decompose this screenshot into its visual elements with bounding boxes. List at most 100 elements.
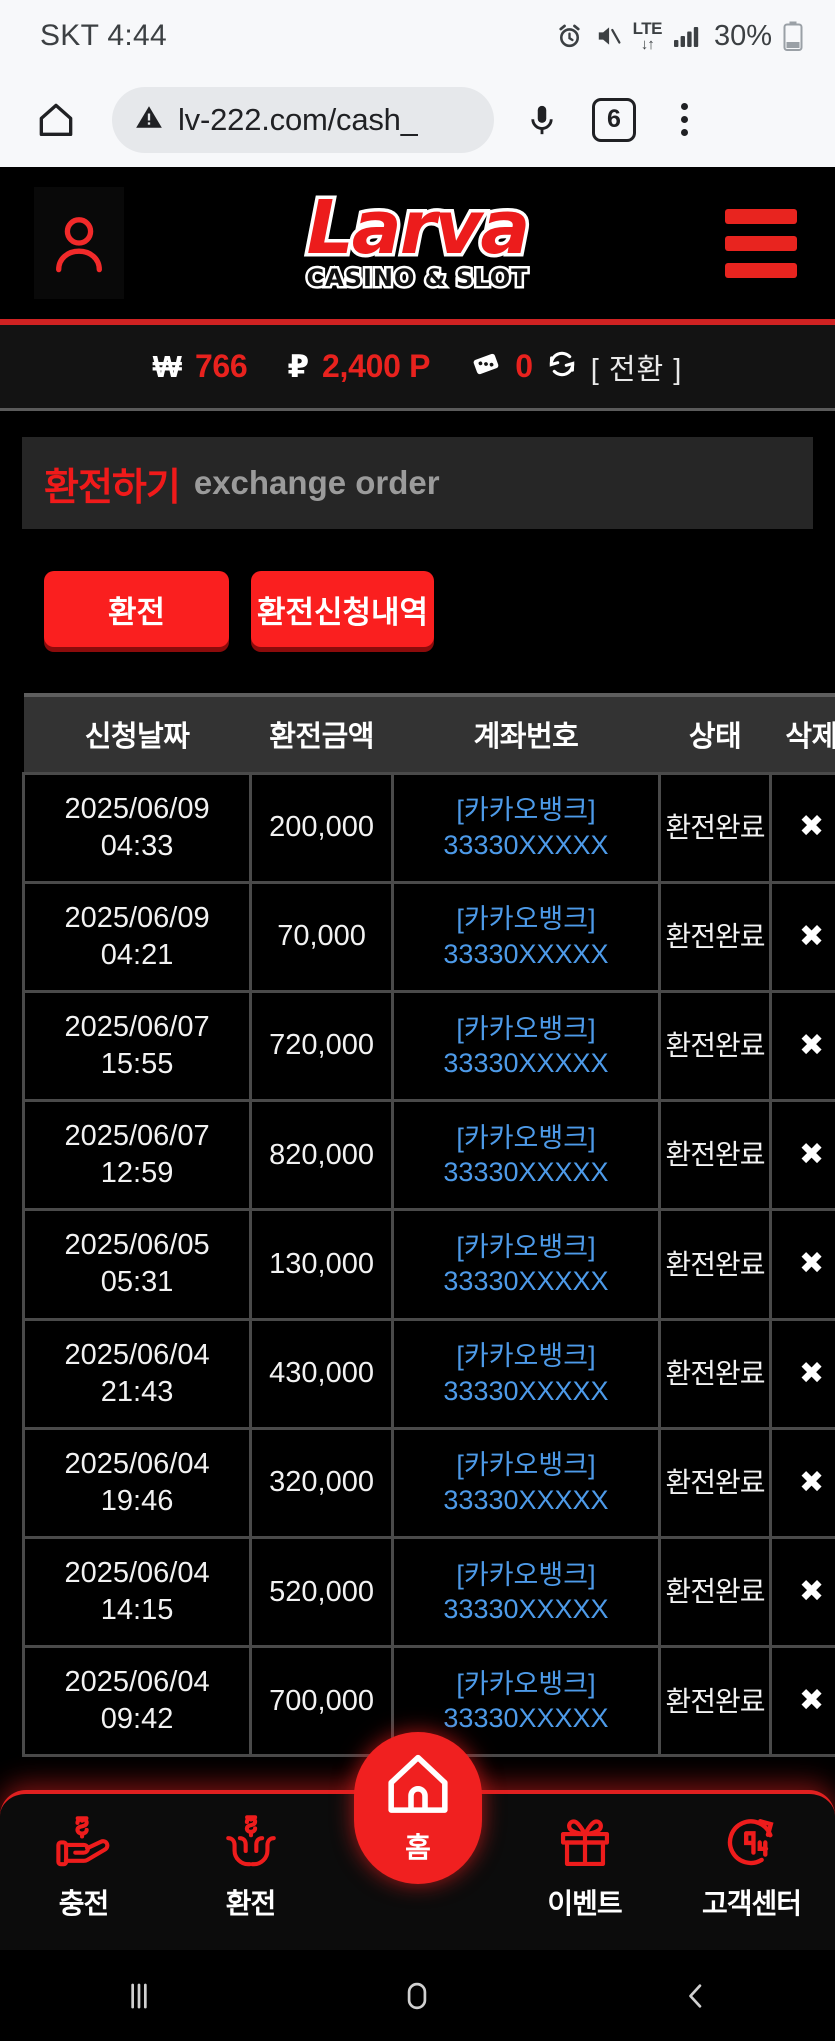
delete-row-button[interactable]: ✖: [769, 1099, 835, 1212]
cell-status: 환전완료: [657, 1099, 773, 1212]
support-24-icon: [727, 1819, 774, 1866]
site-logo: Larva CASINO & SLOT: [0, 167, 835, 319]
url-bar[interactable]: lv-222.com/cash_: [112, 86, 494, 153]
table-header-row: 신청날짜 환전금액 계좌번호 상태 삭제: [23, 693, 835, 773]
nav-item-support[interactable]: 고객센터: [672, 1794, 832, 1922]
alarm-icon: [556, 23, 583, 50]
cell-account[interactable]: [카카오뱅크] 33330XXXXX: [391, 1208, 661, 1321]
table-row: 2025/06/05 05:31 130,000 [카카오뱅크] 33330XXXXX 환…: [22, 1208, 835, 1321]
refresh-icon[interactable]: [546, 348, 578, 385]
convert-link[interactable]: [ 전환 ]: [590, 353, 683, 386]
cell-amount: 720,000: [249, 989, 395, 1103]
nav-item-charge[interactable]: 충전: [4, 1794, 164, 1922]
won-balance: 766: [194, 348, 248, 384]
cell-status: 환전완료: [657, 1317, 773, 1430]
page-title-ko: 환전하기: [44, 466, 181, 509]
delete-row-button[interactable]: ✖: [769, 989, 835, 1103]
url-text: lv-222.com/cash_: [178, 101, 418, 137]
delete-row-button[interactable]: ✖: [769, 771, 835, 884]
home-icon[interactable]: [28, 100, 84, 140]
table-row: 2025/06/09 04:33 200,000 [카카오뱅크] 33330XXXXX 환…: [22, 771, 835, 884]
deposit-hand-icon: [55, 1816, 109, 1867]
balance-bar: ₩ 766 ₽ 2,400 P 0 [ 전환 ]: [0, 325, 835, 411]
table-row: 2025/06/04 14:15 520,000 [카카오뱅크] 33330XXXXX 환…: [22, 1536, 835, 1649]
cell-status: 환전완료: [657, 1645, 773, 1758]
cell-date: 2025/06/04 14:15: [22, 1536, 253, 1649]
recents-icon[interactable]: [120, 1977, 158, 2015]
cell-date: 2025/06/09 04:21: [22, 880, 253, 993]
warning-icon: [134, 103, 164, 136]
kebab-menu-icon[interactable]: [656, 103, 712, 136]
account-number: 33330XXXXX: [443, 1157, 609, 1188]
delete-row-button[interactable]: ✖: [769, 1536, 835, 1649]
point-balance: 2,400 P: [322, 348, 431, 384]
cell-amount: 700,000: [249, 1645, 395, 1758]
bank-name: [카카오뱅크]: [456, 904, 596, 935]
dice-icon: [470, 349, 502, 384]
cell-status: 환전완료: [657, 989, 773, 1103]
delete-row-button[interactable]: ✖: [769, 1208, 835, 1321]
cell-account[interactable]: [카카오뱅크] 33330XXXXX: [391, 880, 661, 993]
table-row: 2025/06/04 19:46 320,000 [카카오뱅크] 33330XXXXX 환…: [22, 1426, 835, 1540]
cell-account[interactable]: [카카오뱅크] 33330XXXXX: [391, 989, 661, 1103]
browser-toolbar: lv-222.com/cash_ 6: [0, 72, 835, 167]
cell-amount: 130,000: [249, 1208, 395, 1321]
nav-item-home[interactable]: 홈: [353, 1732, 482, 1884]
cell-account[interactable]: [카카오뱅크] 33330XXXXX: [391, 1317, 661, 1430]
cell-date: 2025/06/04 09:42: [22, 1645, 253, 1758]
user-avatar-icon[interactable]: [34, 187, 124, 299]
site-header: Larva CASINO & SLOT: [0, 167, 835, 319]
cell-account[interactable]: [카카오뱅크] 33330XXXXX: [391, 1099, 661, 1212]
mute-icon: [594, 23, 622, 49]
nav-label-home: 홈: [405, 1832, 431, 1863]
page-title-en: exchange order: [193, 464, 440, 501]
tab-counter[interactable]: 6: [586, 97, 642, 142]
table-row: 2025/06/07 15:55 720,000 [카카오뱅크] 33330XXXXX 환…: [22, 989, 835, 1103]
nav-label-event: 이벤트: [547, 1888, 622, 1919]
nav-item-event[interactable]: 이벤트: [505, 1794, 665, 1922]
withdraw-hands-icon: [225, 1815, 276, 1867]
cell-account[interactable]: [카카오뱅크] 33330XXXXX: [391, 1426, 661, 1540]
exchange-history-button[interactable]: 환전신청내역: [251, 571, 434, 647]
point-symbol: ₽: [287, 348, 310, 384]
delete-row-button[interactable]: ✖: [769, 1645, 835, 1758]
cell-date: 2025/06/04 21:43: [22, 1317, 253, 1430]
bank-name: [카카오뱅크]: [456, 795, 596, 826]
delete-row-button[interactable]: ✖: [769, 1426, 835, 1540]
cell-account[interactable]: [카카오뱅크] 33330XXXXX: [391, 1536, 661, 1649]
account-number: 33330XXXXX: [443, 1594, 609, 1625]
bank-name: [카카오뱅크]: [456, 1013, 596, 1044]
cell-amount: 200,000: [249, 771, 395, 884]
status-icons: LTE ↓↑ 30%: [556, 20, 803, 53]
won-symbol: ₩: [152, 348, 182, 384]
nav-item-exchange[interactable]: 환전: [171, 1794, 331, 1922]
bottom-navigation: 충전 환전 홈: [0, 1732, 835, 1950]
table-row: 2025/06/09 04:21 70,000 [카카오뱅크] 33330XXXXX 환전…: [22, 880, 835, 993]
cell-account[interactable]: [카카오뱅크] 33330XXXXX: [391, 771, 661, 884]
exchange-button[interactable]: 환전: [44, 571, 229, 647]
home-circle-icon[interactable]: [398, 1977, 436, 2015]
page-title: 환전하기 exchange order: [22, 437, 813, 529]
signal-icon: [673, 24, 701, 48]
cell-date: 2025/06/09 04:33: [22, 771, 253, 884]
delete-row-button[interactable]: ✖: [769, 880, 835, 993]
table-body: 2025/06/09 04:33 200,000 [카카오뱅크] 33330XXXXX 환…: [22, 771, 835, 1758]
microphone-icon[interactable]: [514, 100, 570, 140]
carrier-and-time: SKT 4:44: [40, 19, 167, 52]
bank-name: [카카오뱅크]: [456, 1559, 596, 1590]
cell-amount: 520,000: [249, 1536, 395, 1649]
header-divider: [0, 319, 835, 325]
account-number: 33330XXXXX: [443, 1703, 609, 1734]
cell-date: 2025/06/04 19:46: [22, 1426, 253, 1540]
col-header-amount: 환전금액: [250, 693, 393, 773]
table-row: 2025/06/04 21:43 430,000 [카카오뱅크] 33330XXXXX 환…: [22, 1317, 835, 1430]
tab-count-label: 6: [592, 97, 636, 142]
back-chevron-icon[interactable]: [677, 1977, 715, 2015]
hamburger-menu-icon[interactable]: [725, 208, 797, 278]
cell-amount: 430,000: [249, 1317, 395, 1430]
logo-wordmark: Larva: [303, 184, 534, 271]
account-number: 33330XXXXX: [443, 829, 609, 860]
account-number: 33330XXXXX: [443, 1484, 609, 1515]
delete-row-button[interactable]: ✖: [769, 1317, 835, 1430]
